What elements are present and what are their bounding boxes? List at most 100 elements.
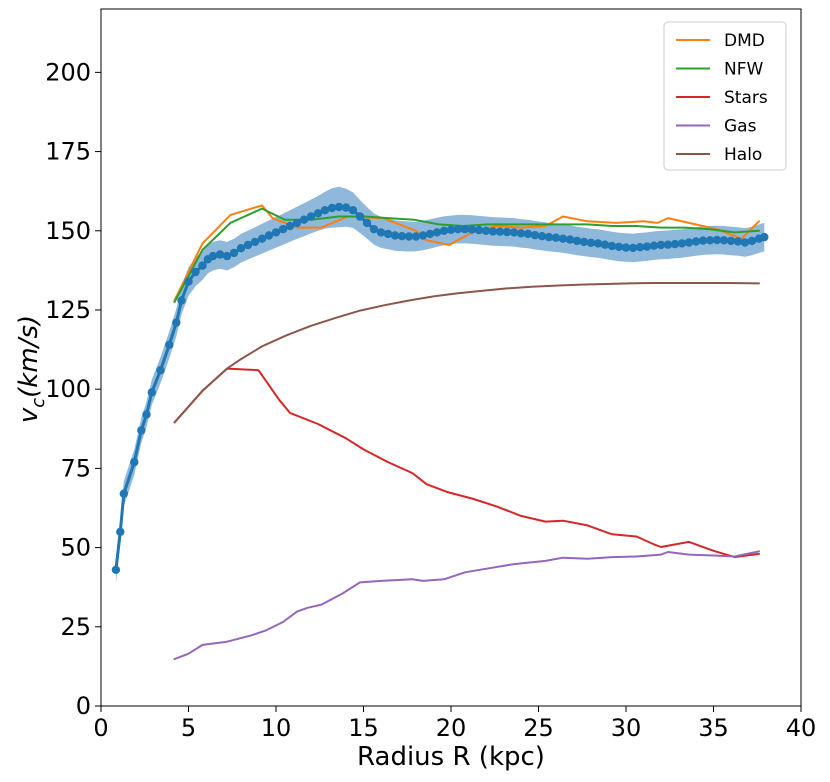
observed-data-point	[229, 248, 239, 258]
legend-label-nfw: NFW	[724, 60, 763, 80]
x-axis-ticks: 0 5 10 15 20 25 30 35 40	[93, 706, 816, 742]
x-tick-label: 5	[181, 714, 196, 742]
observed-data-point	[747, 236, 757, 246]
y-axis-label-sub: c	[28, 398, 49, 408]
observed-data-point	[271, 228, 281, 237]
observed-data-point	[215, 250, 225, 259]
legend-label-halo: Halo	[724, 145, 762, 165]
observed-data-point	[698, 236, 708, 245]
observed-data-point	[299, 215, 309, 224]
y-tick-label: 175	[45, 138, 91, 166]
observed-data-point	[278, 225, 288, 234]
observed-data-point	[243, 240, 253, 250]
observed-data-point	[691, 237, 701, 246]
observed-data-point	[172, 318, 181, 327]
y-tick-label: 200	[45, 58, 91, 86]
observed-data-point	[383, 229, 393, 239]
observed-data-point	[327, 203, 337, 213]
observed-data-point	[147, 388, 156, 397]
observed-data-point	[502, 227, 512, 237]
observed-data-point	[760, 232, 769, 242]
observed-data-point	[257, 234, 267, 243]
observed-data-point	[628, 243, 638, 253]
observed-data-point	[649, 241, 659, 250]
observed-data-point	[733, 237, 743, 246]
observed-data-point	[397, 232, 407, 241]
observed-data-point	[586, 238, 596, 247]
y-tick-label: 50	[60, 534, 91, 562]
observed-data-point	[432, 228, 442, 237]
observed-data-point	[537, 232, 547, 241]
observed-data-point	[369, 225, 379, 234]
observed-data-point	[670, 239, 680, 249]
y-axis-label-rest: (km/s)	[14, 315, 44, 398]
observed-data-point	[523, 229, 533, 239]
observed-data-point	[740, 238, 750, 247]
observed-data-point	[719, 236, 729, 245]
observed-data-point	[292, 218, 302, 228]
observed-data-point	[130, 457, 139, 467]
legend-label-dmd: DMD	[724, 31, 765, 51]
y-axis-ticks: 0 25 50 75 100 125 150 175 200	[45, 58, 101, 720]
y-tick-label: 100	[45, 375, 91, 403]
observed-data-point	[250, 237, 260, 247]
observed-data-point	[116, 527, 125, 536]
y-tick-label: 0	[76, 692, 91, 720]
x-tick-label: 10	[261, 714, 292, 742]
observed-data-point	[446, 225, 456, 234]
observed-data-point	[684, 238, 694, 247]
observed-data-point	[418, 231, 428, 240]
y-tick-label: 150	[45, 217, 91, 245]
observed-data-point	[191, 267, 200, 277]
observed-data-point	[165, 340, 174, 349]
observed-data-point	[404, 232, 414, 241]
observed-data-point	[635, 243, 645, 252]
observed-data-point	[558, 234, 568, 243]
observed-data-point	[726, 236, 736, 246]
x-tick-label: 40	[786, 714, 817, 742]
observed-layer	[111, 202, 769, 574]
series-line-gas	[173, 550, 760, 661]
x-axis-label: Radius R (kpc)	[357, 742, 545, 772]
observed-data-point	[495, 227, 505, 236]
observed-data-point	[306, 212, 316, 221]
observed-data-point	[565, 235, 575, 244]
observed-data-point	[341, 203, 351, 212]
observed-data-point	[137, 426, 146, 435]
observed-data-point	[313, 209, 323, 218]
observed-data-point	[222, 251, 232, 261]
series-line-halo	[173, 282, 760, 424]
observed-data-point	[348, 206, 358, 215]
observed-data-point	[551, 233, 561, 242]
observed-data-point	[488, 227, 498, 236]
observed-data-point	[156, 366, 165, 375]
y-axis-label-base: v	[14, 407, 44, 423]
observed-data-point	[579, 237, 589, 247]
observed-data-point	[621, 243, 631, 252]
observed-data-point	[198, 261, 207, 270]
observed-data-point	[656, 240, 666, 250]
observed-data-point	[572, 236, 582, 246]
observed-data-point	[411, 232, 421, 241]
observed-data-point	[177, 296, 186, 305]
observed-data-point	[600, 240, 610, 249]
observed-data-point	[362, 218, 372, 228]
observed-data-point	[474, 225, 484, 235]
observed-data-point	[481, 226, 491, 235]
observed-data-point	[320, 206, 330, 215]
x-tick-label: 30	[611, 714, 642, 742]
x-tick-label: 35	[698, 714, 729, 742]
observed-data-point	[677, 239, 687, 248]
observed-data-point	[390, 231, 400, 240]
observed-data-point	[264, 231, 274, 240]
observed-data-point	[285, 221, 295, 231]
observed-data-point	[593, 239, 603, 248]
x-tick-label: 20	[436, 714, 467, 742]
observed-data-point	[376, 228, 386, 237]
observed-data-point	[614, 242, 624, 252]
observed-data-point	[712, 235, 722, 245]
y-tick-label: 75	[60, 454, 91, 482]
legend: DMD NFW Stars Gas Halo	[663, 21, 787, 171]
observed-data-point	[453, 225, 463, 234]
